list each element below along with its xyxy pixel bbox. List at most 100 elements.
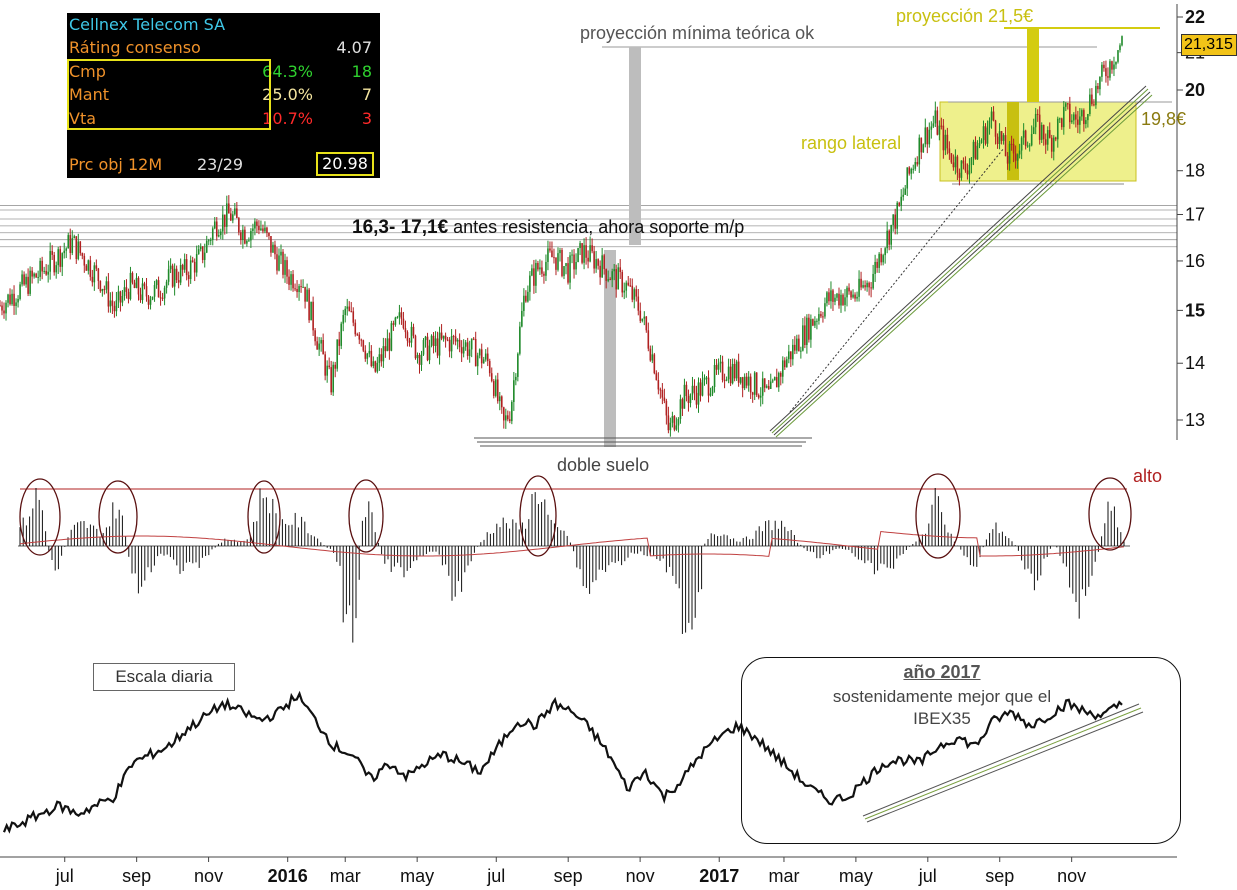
candle-body <box>260 228 262 231</box>
candle-body <box>189 260 192 280</box>
candle-body <box>779 372 782 377</box>
candle-body <box>1026 145 1029 147</box>
candle-body <box>101 289 104 292</box>
candle-body <box>874 261 876 274</box>
candle-body <box>597 259 599 266</box>
candle-body <box>354 322 357 335</box>
candle-body <box>3 310 5 314</box>
candle-body <box>159 297 162 299</box>
candle-body <box>181 264 184 270</box>
candle-body <box>954 156 957 168</box>
candle-body <box>47 271 49 275</box>
candle-body <box>980 140 983 143</box>
candle-body <box>244 229 246 244</box>
candle-body <box>288 276 290 285</box>
candle-body <box>753 372 756 395</box>
candle-body <box>719 361 722 364</box>
candle-body <box>619 267 622 273</box>
candle-body <box>948 148 951 154</box>
candle-body <box>888 230 890 245</box>
candle-body <box>553 257 555 259</box>
candle-body <box>613 269 615 272</box>
candle-body <box>95 265 98 269</box>
candle-body <box>1 305 3 311</box>
candle-body <box>87 260 90 271</box>
candle-body <box>643 316 646 319</box>
candle-body <box>511 402 513 422</box>
candle-body <box>649 348 652 361</box>
candle-body <box>1091 94 1093 105</box>
candle-body <box>745 376 748 386</box>
candle-body <box>842 294 844 305</box>
price-tick-label: 20 <box>1185 80 1205 100</box>
candle-body <box>191 260 194 262</box>
candle-body <box>964 163 967 171</box>
candle-body <box>420 354 423 365</box>
candle-body <box>406 332 409 341</box>
candle-body <box>342 314 345 324</box>
candle-body <box>934 110 937 124</box>
panel-target-row: Prc obj 12M 23/29 20.98 <box>67 152 380 176</box>
candle-body <box>314 330 316 342</box>
candle-body <box>547 248 549 262</box>
candle-body <box>1062 106 1065 128</box>
candle-body <box>173 268 176 287</box>
candle-body <box>703 377 706 380</box>
candle-body <box>884 248 886 256</box>
candle-body <box>1054 137 1057 140</box>
candle-body <box>107 281 110 307</box>
candle-body <box>892 214 894 226</box>
candle-body <box>986 127 989 144</box>
time-tick-label: may <box>400 866 434 886</box>
candle-body <box>370 350 373 367</box>
oscillator-moving-average <box>19 530 1125 557</box>
candle-body <box>356 334 359 336</box>
candle-body <box>318 343 320 350</box>
candle-body <box>755 372 758 396</box>
candle-body <box>320 340 322 344</box>
candle-body <box>910 168 913 174</box>
candle-body <box>440 332 443 339</box>
candle-body <box>653 354 656 374</box>
panel-row-sell: Vta 10.7% 3 <box>67 107 380 130</box>
candle-body <box>117 291 120 301</box>
candle-body <box>185 259 188 276</box>
candle-body <box>790 351 792 360</box>
candle-body <box>131 272 134 283</box>
candle-body <box>248 240 250 242</box>
candle-body <box>641 318 644 321</box>
candle-body <box>209 239 212 241</box>
candle-body <box>217 235 220 237</box>
candle-body <box>43 270 45 272</box>
candle-body <box>392 323 395 325</box>
candle-body <box>446 339 449 341</box>
candle-body <box>924 127 927 145</box>
candle-body <box>894 214 896 229</box>
candle-body <box>384 346 387 352</box>
candle-body <box>15 302 17 306</box>
candle-body <box>426 336 429 361</box>
candle-body <box>262 228 264 232</box>
candle-body <box>858 278 860 297</box>
candle-body <box>53 254 55 273</box>
last-price-tag: 21,315 <box>1181 34 1237 56</box>
candle-body <box>699 382 702 396</box>
candle-body <box>607 279 609 281</box>
price-tick-label: 13 <box>1185 410 1205 430</box>
candle-body <box>591 245 593 252</box>
candle-body <box>145 286 148 297</box>
time-axis-ticks: jul sep nov 2016 mar may jul sep nov 2017 mar may ju… <box>55 857 1086 886</box>
candle-body <box>1083 110 1085 125</box>
candle-body <box>71 238 74 253</box>
candle-body <box>737 361 740 383</box>
candle-body <box>589 245 591 262</box>
candle-body <box>611 271 613 280</box>
panel-title-row: Cellnex Telecom SA <box>67 13 380 36</box>
candle-body <box>769 381 772 389</box>
candle-body <box>721 361 724 381</box>
candle-body <box>153 285 156 297</box>
candle-body <box>155 280 158 286</box>
candle-body <box>525 295 527 302</box>
candle-body <box>268 232 270 237</box>
candle-body <box>978 142 981 146</box>
